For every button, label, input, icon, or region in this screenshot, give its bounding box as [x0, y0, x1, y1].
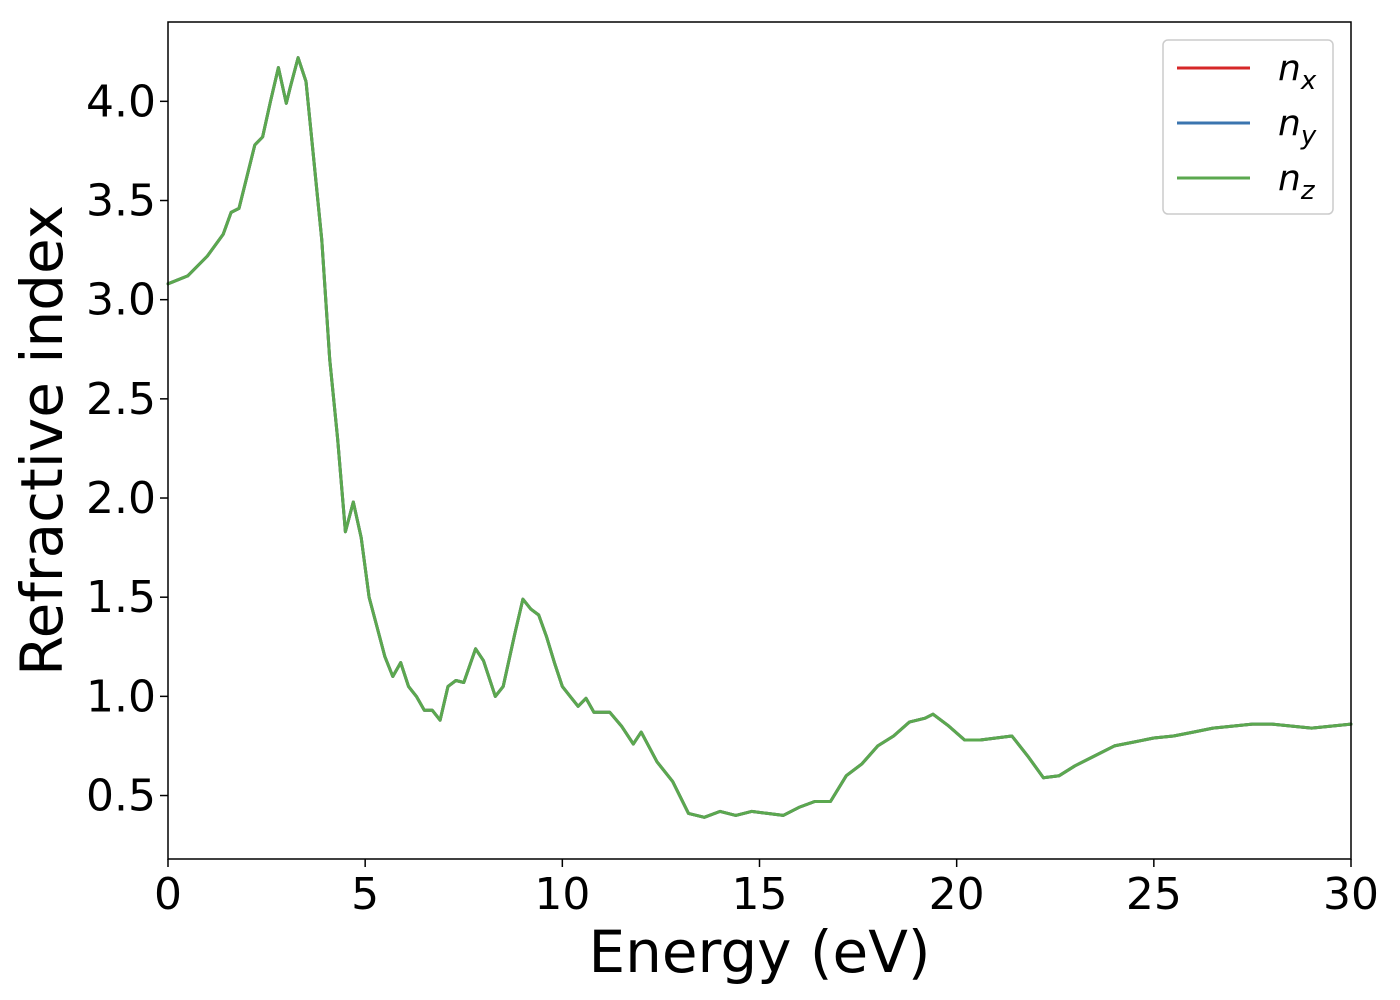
legend-label-base: n: [1278, 158, 1301, 199]
legend-label-base: n: [1278, 103, 1301, 144]
x-tick-label: 10: [534, 869, 590, 920]
legend-label-nz: nz: [1278, 158, 1316, 206]
y-tick-label: 3.0: [86, 275, 156, 326]
x-axis-ticks: 0 5 10 15 20 25 30: [154, 859, 1379, 920]
y-tick-label: 4.0: [86, 76, 156, 127]
x-tick-label: 20: [929, 869, 985, 920]
y-axis-ticks: 0.5 1.0 1.5 2.0 2.5 3.0 3.5 4.0: [86, 76, 168, 822]
y-tick-label: 2.0: [86, 473, 156, 524]
y-tick-label: 1.0: [86, 671, 156, 722]
legend-label-nx: nx: [1278, 48, 1317, 96]
x-tick-label: 30: [1323, 869, 1379, 920]
legend-label-subscript: x: [1300, 66, 1317, 96]
y-axis-label: Refractive index: [8, 205, 76, 676]
x-axis-label: Energy (eV): [588, 918, 930, 986]
x-tick-label: 25: [1126, 869, 1182, 920]
legend-label-ny: ny: [1278, 103, 1317, 151]
x-tick-label: 5: [351, 869, 379, 920]
legend-box: [1162, 39, 1334, 215]
series-layer: [166, 56, 1353, 819]
series-line-n-z: [166, 56, 1353, 819]
legend-label-subscript: z: [1300, 176, 1316, 206]
x-tick-label: 15: [732, 869, 788, 920]
legend-label-base: n: [1278, 48, 1301, 89]
legend-label-subscript: y: [1300, 121, 1317, 151]
y-tick-label: 2.5: [86, 374, 156, 425]
y-tick-label: 0.5: [86, 771, 156, 822]
x-tick-label: 0: [154, 869, 182, 920]
y-tick-label: 1.5: [86, 572, 156, 623]
y-tick-label: 3.5: [86, 176, 156, 227]
